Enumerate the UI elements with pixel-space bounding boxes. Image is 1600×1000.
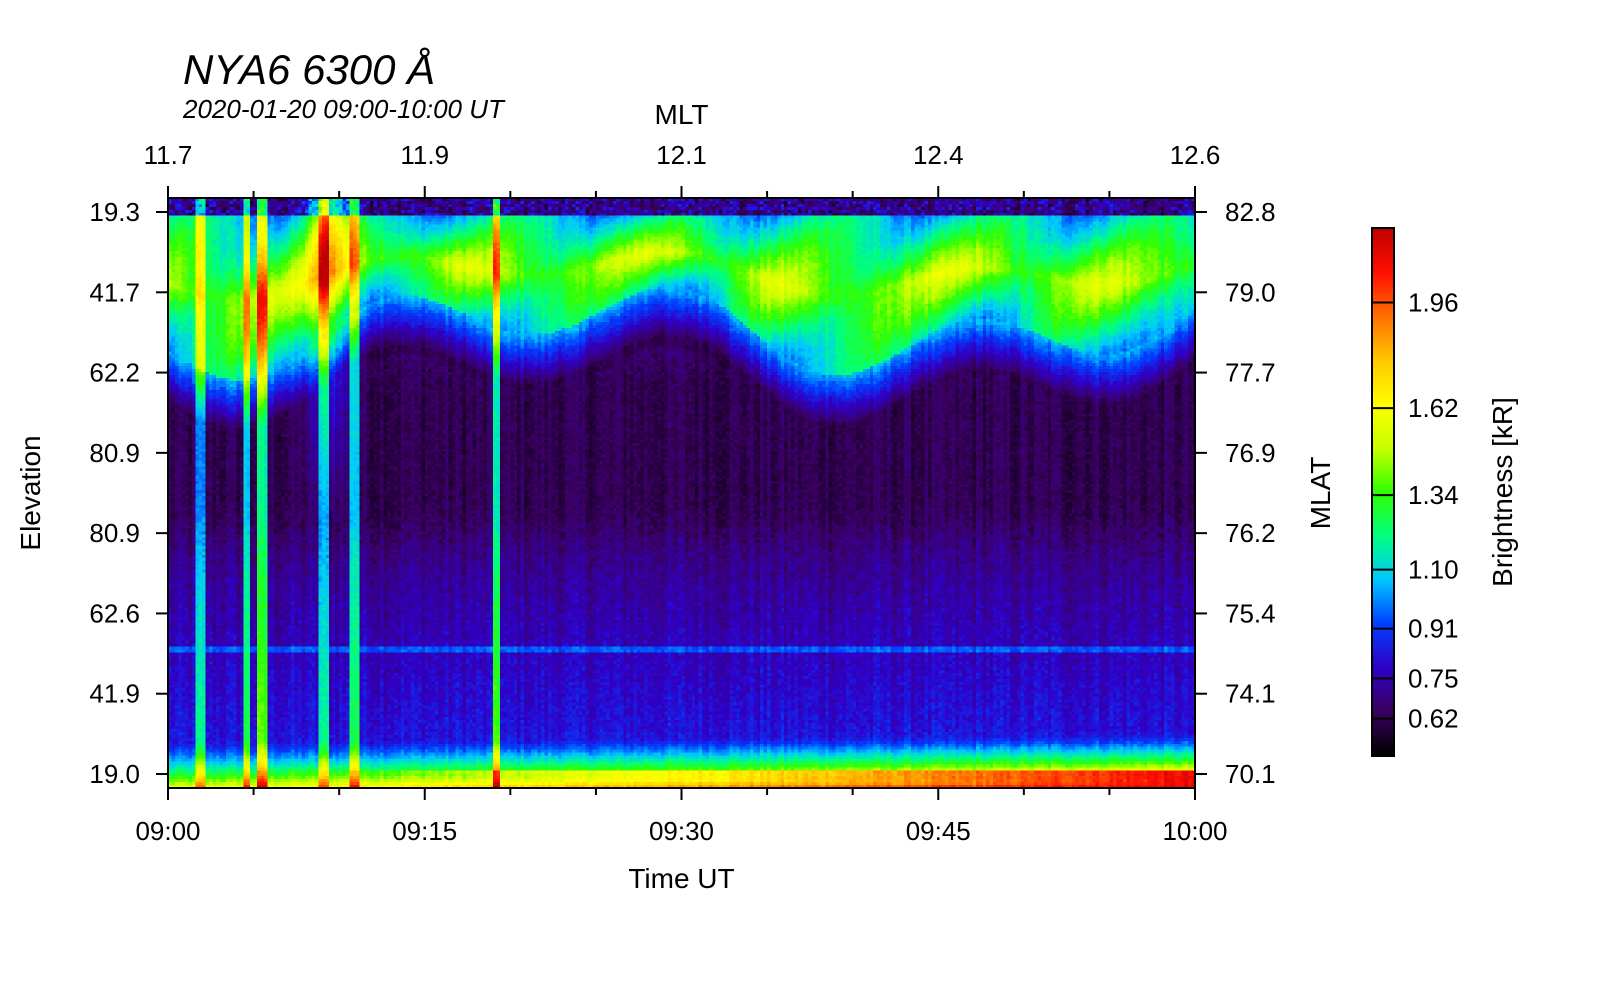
x-tick-label: 09:45 <box>906 816 971 846</box>
top-x-tick-label: 11.9 <box>400 140 449 170</box>
colorbar-tick-label: 0.62 <box>1408 704 1459 734</box>
right-y-tick-label: 77.7 <box>1225 358 1276 388</box>
colorbar-tick-label: 1.10 <box>1408 555 1459 585</box>
y-tick-label: 62.2 <box>89 358 140 388</box>
top-axis-label: MLT <box>655 99 709 130</box>
x-tick-label: 09:15 <box>392 816 457 846</box>
colorbar-tick-label: 1.62 <box>1408 393 1459 423</box>
colorbar-tick-label: 0.75 <box>1408 663 1459 693</box>
top-x-tick-label: 11.7 <box>144 140 193 170</box>
y-tick-label: 41.7 <box>89 277 140 307</box>
y-tick-label: 62.6 <box>89 598 140 628</box>
keogram-heatmap <box>168 198 1195 788</box>
y-tick-label: 19.0 <box>89 759 140 789</box>
right-y-tick-label: 74.1 <box>1225 679 1276 709</box>
axis-ticks: 09:00 11.7 09:15 11.9 09:30 12.1 09:45 12.4 10:0… <box>89 140 1275 846</box>
x-tick-label: 09:00 <box>135 816 200 846</box>
colorbar-label: Brightness [kR] <box>1487 397 1518 587</box>
y-tick-label: 41.9 <box>89 679 140 709</box>
chart-subtitle: 2020-01-20 09:00-10:00 UT <box>183 94 504 124</box>
y-tick-label: 80.9 <box>89 438 140 468</box>
y-tick-label: 19.3 <box>89 197 140 227</box>
right-y-tick-label: 75.4 <box>1225 598 1276 628</box>
x-axis-label: Time UT <box>628 863 734 894</box>
chart-title: NYA6 6300 Å <box>183 46 436 93</box>
y-axis-label: Elevation <box>15 435 46 550</box>
right-y-tick-label: 79.0 <box>1225 277 1276 307</box>
colorbar-ticks: 1.96 1.62 1.34 1.10 0.91 0.75 0.62 <box>1372 288 1459 734</box>
x-tick-label: 10:00 <box>1162 816 1227 846</box>
top-x-tick-label: 12.6 <box>1170 140 1221 170</box>
y-tick-label: 80.9 <box>89 518 140 548</box>
right-y-tick-label: 70.1 <box>1225 759 1276 789</box>
colorbar <box>1372 228 1394 756</box>
colorbar-tick-label: 0.91 <box>1408 614 1459 644</box>
right-y-tick-label: 76.2 <box>1225 518 1276 548</box>
colorbar-tick-label: 1.96 <box>1408 288 1459 318</box>
right-y-axis-label: MLAT <box>1305 457 1336 530</box>
top-x-tick-label: 12.1 <box>656 140 707 170</box>
right-y-tick-label: 82.8 <box>1225 197 1276 227</box>
right-y-tick-label: 76.9 <box>1225 438 1276 468</box>
colorbar-tick-label: 1.34 <box>1408 480 1459 510</box>
colorbar-frame <box>1371 227 1395 757</box>
x-tick-label: 09:30 <box>649 816 714 846</box>
top-x-tick-label: 12.4 <box>913 140 964 170</box>
